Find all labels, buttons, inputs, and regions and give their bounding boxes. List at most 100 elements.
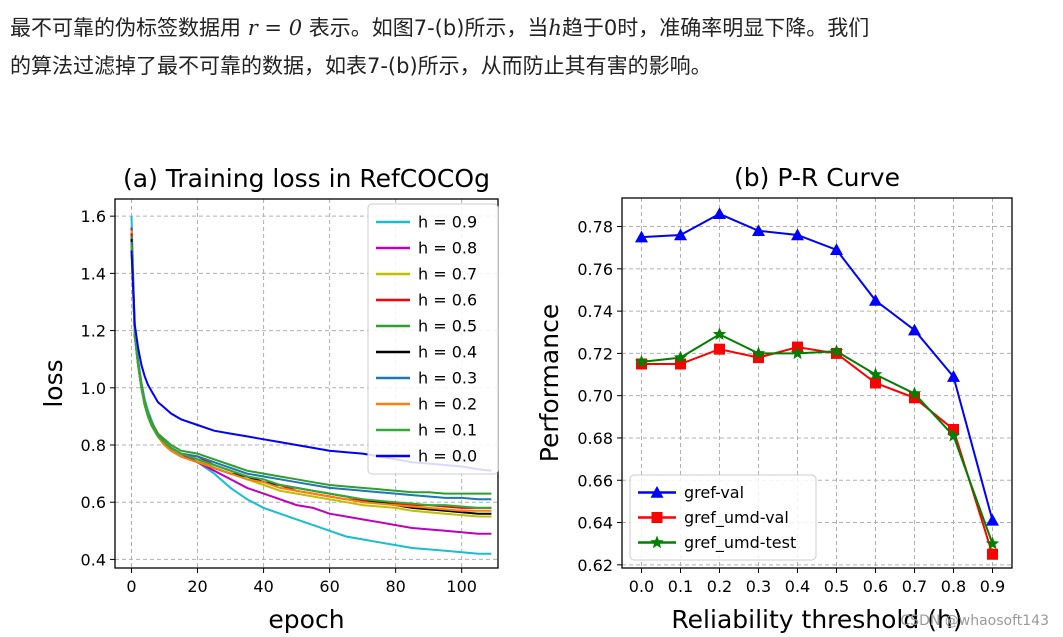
training-loss-chart: 0 20 40 60 80 100 0.4 0.6 0.8 1.0 1.2 1.4 1.6 (a) Tra… — [39, 164, 499, 634]
x-tick-label: 20 — [187, 577, 207, 596]
data-point — [790, 346, 805, 360]
math-h: h — [548, 16, 562, 40]
paragraph-line-1: 最不可靠的伪标签数据用 r = 0 表示。如图7-(b)所示，当h趋于0时，准确… — [10, 9, 1055, 47]
series-line — [641, 212, 994, 521]
x-tick-label: 40 — [253, 577, 273, 596]
x-tick-label: 80 — [385, 577, 405, 596]
legend-entry: h = 0.1 — [418, 421, 477, 440]
legend: h = 0.9 h = 0.8 h = 0.7 h = 0.6 h = 0.5 h = 0… — [367, 203, 499, 475]
paper-paragraph: 最不可靠的伪标签数据用 r = 0 表示。如图7-(b)所示，当h趋于0时，准确… — [10, 9, 1055, 85]
text-run: 趋于0时，准确率明显下降。我们 — [561, 16, 870, 40]
chart-title: (a) Training loss in RefCOCOg — [123, 164, 490, 193]
series-line — [130, 244, 492, 509]
y-tick-label: 0.62 — [577, 556, 613, 575]
x-tick-label: 0 — [126, 577, 136, 596]
legend-entry: gref_umd-test — [684, 533, 796, 553]
data-point — [674, 228, 687, 241]
x-tick-label: 0.8 — [941, 577, 966, 596]
x-tick-label: 0.4 — [785, 577, 810, 596]
x-tick-label: 0.3 — [746, 577, 771, 596]
y-axis-label: Performance — [535, 304, 564, 462]
legend-entry: h = 0.5 — [418, 317, 477, 336]
data-point — [675, 358, 686, 370]
data-point — [713, 207, 726, 220]
y-tick-label: 0.76 — [577, 260, 613, 279]
text-run: 表示。如图7-(b)所示，当 — [302, 16, 549, 40]
legend-entry: h = 0.8 — [418, 239, 477, 258]
y-tick-label: 0.74 — [577, 302, 613, 321]
data-point — [673, 350, 688, 364]
data-point — [714, 343, 725, 355]
y-tick-label: 0.72 — [577, 344, 613, 363]
legend-marker — [650, 535, 664, 549]
legend-entry: h = 0.6 — [418, 291, 477, 310]
y-tick-label: 0.66 — [577, 471, 613, 490]
y-tick-label: 0.64 — [577, 514, 613, 533]
x-axis-label: epoch — [268, 605, 344, 634]
legend-entry: h = 0.4 — [418, 343, 477, 362]
data-point — [830, 243, 843, 255]
data-point — [987, 548, 998, 560]
chart-title: (b) P-R Curve — [734, 163, 900, 192]
data-point — [791, 228, 804, 241]
paragraph-line-2: 的算法过滤掉了最不可靠的数据，如表7-(b)所示，从而防止其有害的影响。 — [10, 54, 712, 78]
data-point — [909, 392, 920, 404]
x-tick-label: 0.9 — [980, 577, 1005, 596]
legend-marker — [650, 486, 664, 498]
x-tick-label: 0.7 — [902, 577, 927, 596]
data-point — [907, 386, 922, 400]
data-point — [869, 294, 882, 306]
data-point — [985, 536, 1000, 550]
data-point — [870, 377, 881, 389]
data-point — [986, 513, 999, 526]
legend-entry: h = 0.9 — [418, 213, 477, 232]
x-tick-label: 0.1 — [668, 577, 693, 596]
data-point — [868, 367, 883, 381]
y-tick-label: 0.4 — [81, 550, 106, 569]
legend-box — [367, 203, 499, 475]
x-tick-label: 0.6 — [863, 577, 888, 596]
y-tick-label: 0.8 — [81, 436, 106, 455]
pr-curve-chart: 0.0 0.1 0.2 0.3 0.4 0.5 0.6 0.7 0.8 0.9 0.62 0.64 0.… — [535, 163, 1013, 634]
legend-entry: gref_umd-val — [684, 508, 789, 528]
watermark: CSDN @whaosoft143 — [900, 613, 1049, 629]
legend-entry: h = 0.7 — [418, 265, 477, 284]
x-axis-label: Reliability threshold (h) — [671, 605, 962, 634]
y-tick-label: 0.68 — [577, 429, 613, 448]
data-point — [753, 352, 764, 364]
y-tick-label: 1.0 — [81, 379, 106, 398]
y-tick-label: 1.2 — [81, 322, 106, 341]
data-point — [947, 370, 960, 382]
x-tick-label: 60 — [319, 577, 339, 596]
legend-box — [629, 474, 817, 561]
math-r: r — [247, 16, 258, 40]
x-tick-label: 100 — [446, 577, 477, 596]
figure-7: 0 20 40 60 80 100 0.4 0.6 0.8 1.0 1.2 1.4 1.6 (a) Tra… — [39, 163, 1013, 634]
y-tick-label: 0.6 — [81, 493, 106, 512]
legend-marker — [651, 512, 663, 523]
data-point — [712, 327, 727, 340]
legend-entry: h = 0.3 — [418, 369, 477, 388]
x-tick-label: 0.2 — [707, 577, 732, 596]
y-axis-label: loss — [39, 359, 68, 407]
plot-frame — [621, 197, 1013, 569]
data-point — [946, 428, 961, 442]
x-tick-label: 0.0 — [629, 577, 654, 596]
y-tick-label: 0.78 — [577, 218, 613, 237]
text-run: 最不可靠的伪标签数据用 — [10, 16, 248, 40]
legend-entry: h = 0.0 — [418, 447, 477, 466]
y-tick-label: 1.4 — [81, 264, 106, 283]
legend-entry: gref-val — [684, 483, 744, 502]
legend-entry: h = 0.2 — [418, 395, 477, 414]
x-tick-label: 0.5 — [824, 577, 849, 596]
data-point — [634, 354, 649, 368]
data-point — [908, 323, 921, 336]
math-equals: = — [257, 16, 289, 40]
data-point — [752, 224, 765, 236]
y-tick-label: 0.70 — [577, 387, 613, 406]
data-point — [751, 346, 766, 360]
series-line — [641, 333, 994, 545]
data-point — [829, 344, 844, 357]
data-point — [635, 230, 648, 243]
math-zero: 0 — [288, 16, 303, 40]
